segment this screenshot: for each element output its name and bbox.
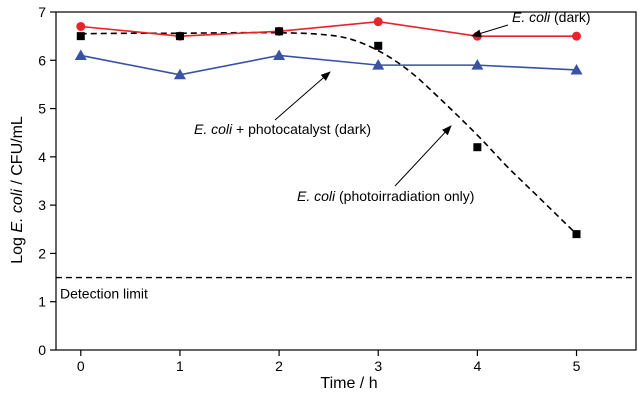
y-tick-label: 1 bbox=[38, 294, 46, 310]
y-tick-label: 4 bbox=[38, 149, 46, 165]
plot-border bbox=[55, 11, 637, 351]
y-tick-label: 3 bbox=[38, 197, 46, 213]
x-axis: 0 1 2 3 4 5 bbox=[77, 350, 581, 374]
series-line-dark bbox=[80, 20, 577, 37]
y-tick-label: 2 bbox=[38, 245, 46, 261]
annotation-photocatalyst-italic: E. coli bbox=[194, 121, 233, 137]
data-point-photocatalyst bbox=[173, 68, 186, 80]
annotation-photoirradiation-italic: E. coli bbox=[297, 188, 336, 204]
x-tick-label: 5 bbox=[573, 358, 581, 374]
annotation-photocatalyst-text: + photocatalyst (dark) bbox=[232, 121, 371, 137]
x-tick-label: 3 bbox=[374, 358, 382, 374]
data-point-photocatalyst bbox=[74, 49, 87, 60]
fit-lines bbox=[80, 31, 578, 235]
y-axis-label: Log E. coli / CFU/mL bbox=[9, 116, 26, 264]
data-point-photocatalyst bbox=[372, 59, 385, 70]
annotation-photocatalyst: E. coli + photocatalyst (dark) bbox=[194, 121, 371, 137]
y-axis-label-italic: E. coli bbox=[9, 189, 26, 233]
fit-line-photoirradiation bbox=[80, 31, 578, 235]
plot-frame bbox=[55, 11, 637, 351]
series-lines bbox=[80, 20, 577, 76]
y-tick-label: 0 bbox=[38, 342, 46, 358]
y-tick-label: 7 bbox=[38, 4, 46, 20]
detection-limit: Detection limit bbox=[56, 276, 636, 302]
annotation-dark: E. coli (dark) bbox=[512, 9, 591, 25]
annotation-arrow-photocatalyst bbox=[274, 71, 331, 121]
data-point-photoirradiation bbox=[76, 32, 85, 41]
x-tick-label: 1 bbox=[176, 358, 184, 374]
annotation-arrow-photoirradiation bbox=[394, 125, 452, 187]
data-point-photoirradiation bbox=[572, 230, 581, 239]
data-point-photoirradiation bbox=[473, 143, 482, 152]
x-tick-label: 4 bbox=[473, 358, 481, 374]
data-point-photocatalyst bbox=[570, 63, 583, 75]
data-point-photocatalyst bbox=[273, 49, 286, 60]
y-axis-label-prefix: Log bbox=[9, 233, 26, 264]
annotation-photoirradiation: E. coli (photoirradiation only) bbox=[297, 188, 474, 204]
data-point-photoirradiation bbox=[374, 41, 383, 50]
data-point-dark bbox=[76, 21, 86, 31]
series-line-photocatalyst bbox=[80, 54, 577, 76]
detection-limit-label: Detection limit bbox=[60, 286, 148, 302]
y-axis-label-suffix: / CFU/mL bbox=[9, 116, 26, 189]
annotations: E. coli (dark)E. coli + photocatalyst (d… bbox=[194, 9, 591, 204]
annotation-dark-italic: E. coli bbox=[512, 9, 551, 25]
data-point-dark bbox=[373, 17, 383, 27]
data-point-photoirradiation bbox=[175, 32, 184, 41]
y-tick-label: 6 bbox=[38, 52, 46, 68]
y-tick-label: 5 bbox=[38, 101, 46, 117]
data-point-dark bbox=[572, 31, 582, 41]
x-axis-label: Time / h bbox=[320, 375, 377, 392]
x-tick-label: 2 bbox=[275, 358, 283, 374]
x-tick-label: 0 bbox=[77, 358, 85, 374]
data-point-photocatalyst bbox=[471, 59, 484, 70]
y-axis: 0 1 2 3 4 5 6 7 bbox=[38, 4, 56, 358]
annotation-photoirradiation-text: (photoirradiation only) bbox=[335, 188, 474, 204]
annotation-dark-text: (dark) bbox=[550, 9, 590, 25]
data-point-photoirradiation bbox=[275, 27, 284, 36]
annotation-arrow-dark bbox=[471, 24, 509, 38]
